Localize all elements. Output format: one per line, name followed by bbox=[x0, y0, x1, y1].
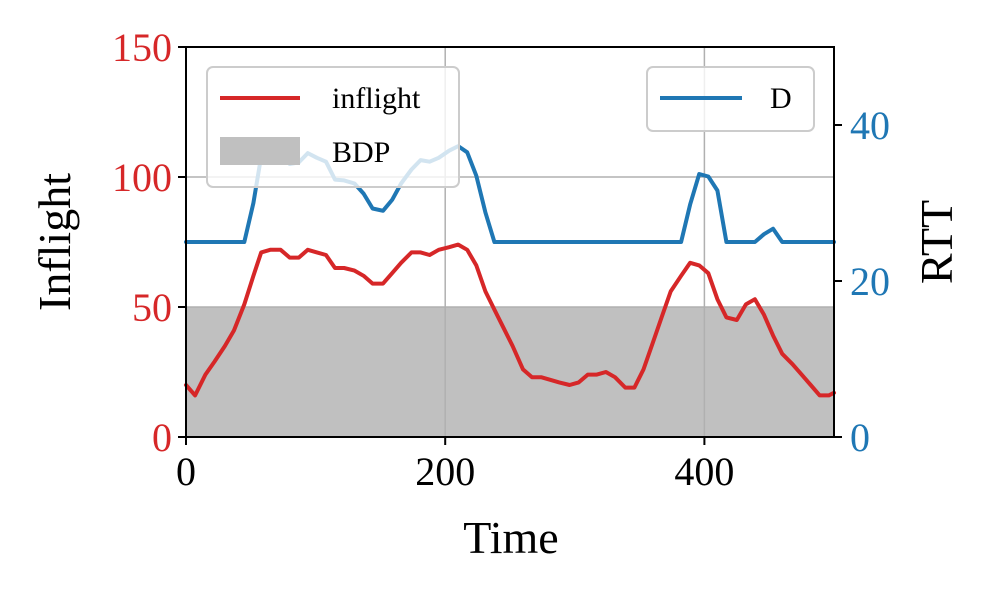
inflight-line bbox=[184, 242, 836, 398]
y-tick-label-right: 40 bbox=[850, 103, 890, 148]
x-axis-title: Time bbox=[463, 512, 558, 563]
bdp-area bbox=[186, 307, 834, 437]
y-tick-label-left: 150 bbox=[112, 25, 172, 70]
legend-left: inflight BDP bbox=[206, 66, 460, 188]
y-axis-title-right: RTT bbox=[911, 200, 962, 284]
y-tick-label-left: 0 bbox=[152, 415, 172, 460]
legend-bdp-swatch bbox=[220, 137, 300, 165]
ticks: 0 200 400 0 50 100 150 0 20 40 bbox=[112, 25, 890, 494]
legend-rtt-label: D bbox=[770, 82, 792, 115]
legend-bdp-label: BDP bbox=[332, 136, 390, 169]
legend-right: D bbox=[646, 66, 815, 132]
y-axis-title-left: Inflight bbox=[29, 173, 80, 311]
legend-inflight-label: inflight bbox=[332, 82, 421, 115]
x-tick-label: 0 bbox=[176, 449, 196, 494]
y-tick-label-left: 50 bbox=[132, 285, 172, 330]
x-tick-label: 400 bbox=[674, 449, 734, 494]
y-tick-label-right: 20 bbox=[850, 259, 890, 304]
axes-frame bbox=[185, 46, 835, 438]
x-tick-label: 200 bbox=[415, 449, 475, 494]
y-tick-label-left: 100 bbox=[112, 155, 172, 200]
y-tick-label-right: 0 bbox=[850, 415, 870, 460]
